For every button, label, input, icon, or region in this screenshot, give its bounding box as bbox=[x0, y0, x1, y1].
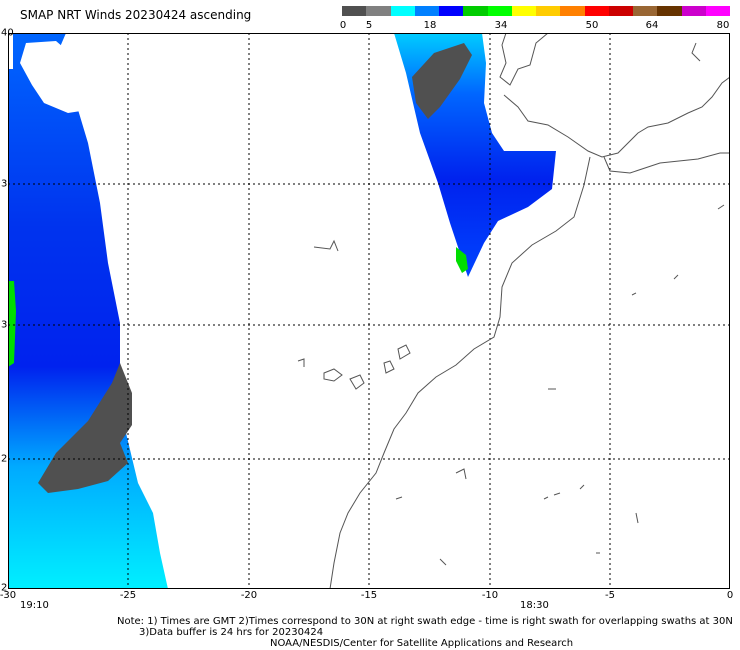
lon-label: -5 bbox=[605, 590, 615, 601]
colorbar-label: 50 bbox=[585, 20, 599, 31]
colorbar-label: 0 bbox=[339, 20, 347, 31]
colorbar-swatch bbox=[657, 6, 682, 16]
lon-label: 0 bbox=[726, 590, 734, 601]
colorbar-label: 18 bbox=[423, 20, 437, 31]
colorbar-swatch bbox=[414, 6, 439, 16]
lat-label: 3 bbox=[1, 319, 8, 331]
credit-line: NOAA/NESDIS/Center for Satellite Applica… bbox=[270, 638, 574, 649]
colorbar-swatch bbox=[608, 6, 633, 16]
left-swath-gap bbox=[8, 33, 13, 69]
coastline bbox=[297, 33, 730, 589]
colorbar-swatch bbox=[584, 6, 609, 16]
colorbar-swatch bbox=[633, 6, 658, 16]
colorbar-swatch bbox=[463, 6, 488, 16]
colorbar-swatch bbox=[705, 6, 730, 16]
lat-label: 2 bbox=[1, 453, 8, 465]
colorbar-label: 64 bbox=[645, 20, 659, 31]
footnote: Note: 1) Times are GMT 2)Times correspon… bbox=[117, 616, 733, 638]
colorbar-label: 5 bbox=[365, 20, 373, 31]
colorbar-swatch bbox=[342, 6, 367, 16]
lat-label: 40 bbox=[1, 27, 14, 39]
left-swath-white-patch bbox=[20, 41, 100, 113]
right-swath-time: 18:30 bbox=[520, 600, 549, 611]
colorbar-swatch bbox=[681, 6, 706, 16]
wind-map bbox=[8, 33, 730, 589]
lat-label: 3 bbox=[1, 178, 8, 190]
right-green-patch bbox=[456, 247, 468, 273]
left-green-band bbox=[8, 281, 16, 367]
wind-speed-colorbar bbox=[342, 6, 730, 16]
colorbar-swatch bbox=[560, 6, 585, 16]
lon-label: -30 bbox=[0, 590, 17, 601]
footnote-line: Note: 1) Times are GMT 2)Times correspon… bbox=[117, 616, 733, 627]
lon-label: -15 bbox=[360, 590, 378, 601]
footnote-line: 3)Data buffer is 24 hrs for 20230424 bbox=[139, 627, 324, 638]
map-frame bbox=[8, 33, 730, 589]
lon-label: -20 bbox=[240, 590, 258, 601]
lat-label: 2 bbox=[1, 582, 8, 594]
colorbar-swatch bbox=[511, 6, 536, 16]
colorbar-label: 80 bbox=[716, 20, 730, 31]
right-swath bbox=[394, 33, 556, 277]
map-title: SMAP NRT Winds 20230424 ascending bbox=[20, 8, 252, 22]
colorbar-swatch bbox=[390, 6, 415, 16]
left-calm-area bbox=[38, 363, 132, 493]
colorbar-swatch bbox=[487, 6, 512, 16]
colorbar-swatch bbox=[366, 6, 391, 16]
colorbar-swatch bbox=[439, 6, 464, 16]
grid-lines bbox=[8, 33, 730, 589]
colorbar-label: 34 bbox=[494, 20, 508, 31]
colorbar-swatch bbox=[536, 6, 561, 16]
right-calm-area bbox=[412, 43, 472, 119]
left-swath bbox=[8, 33, 168, 589]
left-swath-time: 19:10 bbox=[20, 600, 49, 611]
lon-label: -25 bbox=[119, 590, 137, 601]
lon-label: -10 bbox=[481, 590, 499, 601]
